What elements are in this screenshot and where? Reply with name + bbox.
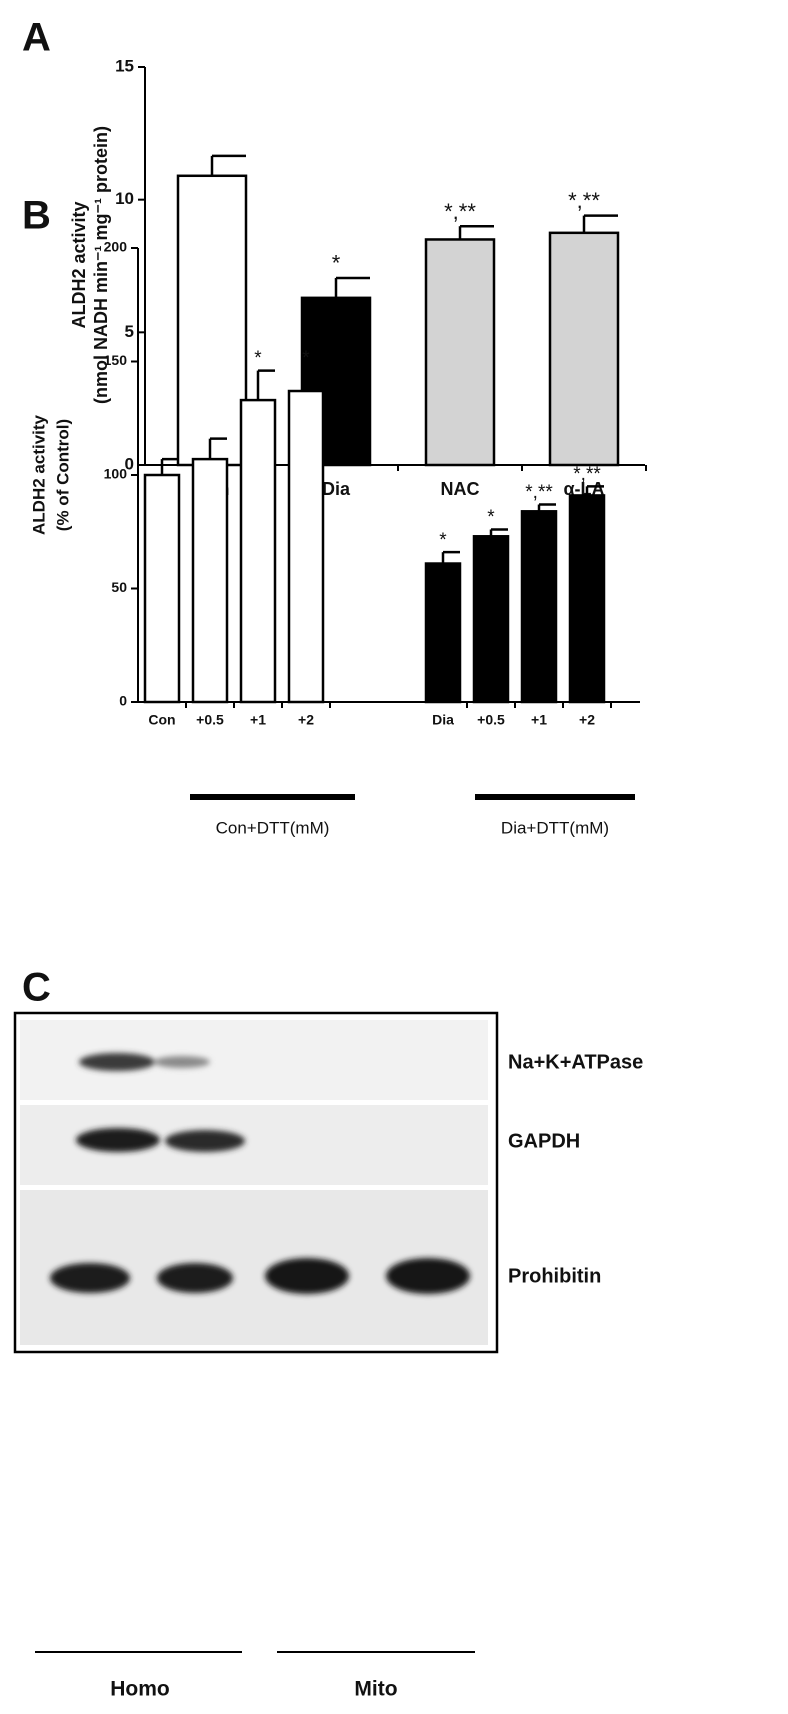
significance-label: * [302,348,310,369]
panel-label: A [22,16,51,60]
significance-label: *,** [444,199,476,224]
significance-label: * [439,530,447,551]
y-axis-label: (% of Control) [53,419,72,531]
y-tick-label: 0 [125,454,134,473]
bar [424,562,462,704]
significance-label: *,** [525,482,553,503]
row-label: Prohibitin [508,1265,601,1287]
y-axis-label: (nmol NADH min⁻¹ mg⁻¹ protein) [91,126,111,404]
y-tick-label: 100 [104,466,128,482]
bar [287,389,325,704]
significance-label: * [254,348,262,369]
band [157,1263,233,1293]
bar [568,494,606,704]
x-tick-label: +0.5 [196,712,224,728]
bar [520,510,558,704]
western-blot: C Na+K+ATPase GAPDH Prohibitin Homo Mito [13,966,643,1701]
x-tick-label: Dia [322,479,351,499]
x-tick-label: NAC [441,479,480,499]
x-tick-label: Con [148,712,175,728]
x-tick-label: +2 [579,712,595,728]
bar [300,296,372,467]
group-label: Homo [110,1678,170,1701]
x-tick-label: α-LA [563,479,604,499]
y-tick-label: 50 [111,579,127,595]
y-axis-label: ALDH2 activity [69,201,89,328]
band [79,1053,155,1071]
band [76,1128,160,1152]
y-tick-label: 200 [104,239,128,255]
group-label: Con+DTT(mM) [216,818,330,837]
group-label: Dia+DTT(mM) [501,818,609,837]
band [265,1258,349,1294]
panel-label: B [22,194,51,238]
bar-chart: A ALDH2 activity (nmol NADH min⁻¹ mg⁻¹ pro… [22,16,647,499]
bar [239,398,277,704]
band [154,1056,210,1068]
y-tick-label: 15 [115,56,134,75]
significance-label: *,** [568,188,600,213]
group-label: Mito [354,1678,397,1701]
y-tick-label: 150 [104,352,128,368]
x-tick-label: +0.5 [477,712,505,728]
bar [176,174,248,467]
y-tick-label: 5 [125,322,134,341]
row-label: GAPDH [508,1130,580,1152]
band [50,1263,130,1293]
bar [424,238,496,467]
bar [143,473,181,704]
x-tick-label: +1 [531,712,547,728]
bar [472,535,510,704]
y-tick-label: 0 [119,693,127,709]
y-axis-label: ALDH2 activity [29,414,48,535]
bar [548,231,620,467]
bar [191,457,229,704]
x-tick-label: +1 [250,712,266,728]
band [386,1258,470,1294]
x-tick-label: +2 [298,712,314,728]
y-tick-label: 10 [115,189,134,208]
band [165,1130,245,1152]
x-tick-label: Dia [432,712,454,728]
panel-label: C [22,966,51,1010]
row-label: Na+K+ATPase [508,1051,643,1073]
significance-label: * [487,507,495,528]
significance-label: *,** [573,464,601,485]
significance-label: * [332,251,341,276]
